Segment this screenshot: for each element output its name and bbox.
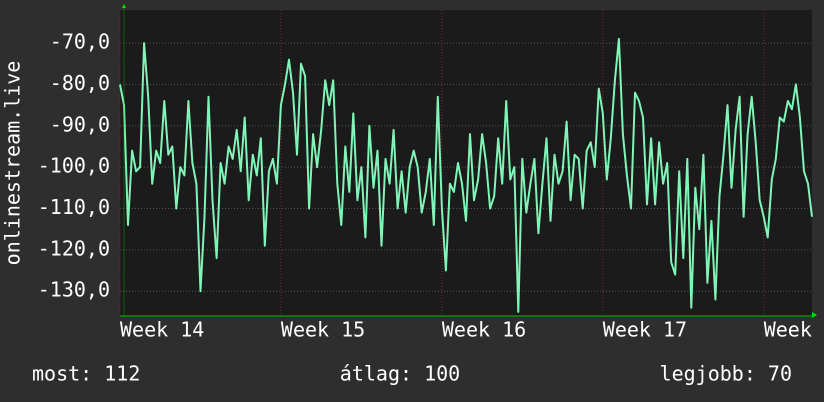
y-tick-label: -70,0 [50,30,110,54]
y-tick-label: -90,0 [50,112,110,136]
stat: most: 112 [32,362,140,386]
x-tick-label: Week 15 [281,318,365,342]
y-tick-label: -130,0 [38,278,110,302]
y-tick-label: -100,0 [38,154,110,178]
y-axis-label: onlinestream.live [1,61,25,266]
plot-area [120,10,812,316]
stat: legjobb: 70 [660,362,792,386]
x-tick-label: Week 14 [120,318,204,342]
data-line [119,37,813,313]
stat: átlag: 100 [340,362,460,386]
x-tick-label: Week 1 [764,318,824,342]
x-tick-label: Week 17 [603,318,687,342]
y-tick-label: -110,0 [38,195,110,219]
y-tick-label: -80,0 [50,71,110,95]
y-tick-label: -120,0 [38,236,110,260]
arrow [122,4,126,8]
x-tick-label: Week 16 [442,318,526,342]
